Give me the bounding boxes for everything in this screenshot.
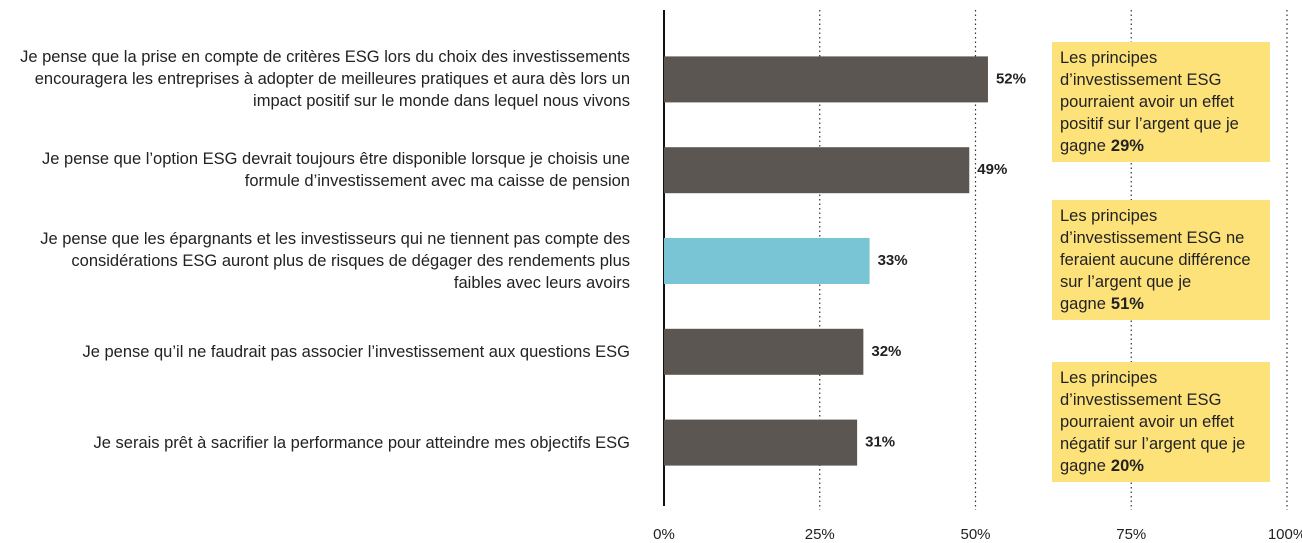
- x-tick-label: 100%: [1268, 526, 1302, 543]
- annotation-box: Les principes d’investissement ESG pourr…: [1052, 362, 1270, 482]
- bar: [664, 56, 988, 103]
- value-label: 32%: [871, 343, 901, 360]
- category-label: Je serais prêt à sacrifier la performanc…: [93, 433, 630, 452]
- bar: [664, 419, 858, 466]
- category-label: Je pense qu’il ne faudrait pas associer …: [82, 342, 630, 361]
- value-label: 52%: [996, 70, 1026, 87]
- annotation-text: Les principes d’investissement ESG pourr…: [1060, 49, 1239, 155]
- annotation-text: Les principes d’investissement ESG ne fe…: [1060, 207, 1251, 313]
- annotation-value: 20%: [1110, 457, 1144, 475]
- annotation-box: Les principes d’investissement ESG pourr…: [1052, 42, 1270, 162]
- category-label: Je pense que l’option ESG devrait toujou…: [42, 150, 630, 191]
- bar: [664, 238, 870, 284]
- x-tick-label: 75%: [1116, 526, 1146, 543]
- x-tick-label: 0%: [653, 526, 675, 543]
- bar: [664, 328, 864, 375]
- bar: [664, 147, 970, 194]
- value-label: 49%: [977, 161, 1007, 178]
- x-tick-label: 50%: [960, 526, 990, 543]
- x-tick-label: 25%: [805, 526, 835, 543]
- category-label: Je pense que la prise en compte de critè…: [20, 48, 630, 111]
- annotation-value: 29%: [1110, 137, 1144, 155]
- annotation-text: Les principes d’investissement ESG pourr…: [1060, 369, 1246, 475]
- annotation-box: Les principes d’investissement ESG ne fe…: [1052, 200, 1270, 320]
- annotation-value: 51%: [1110, 295, 1144, 313]
- category-label: Je pense que les épargnants et les inves…: [40, 230, 630, 292]
- value-label: 31%: [865, 434, 895, 451]
- value-label: 33%: [878, 252, 908, 269]
